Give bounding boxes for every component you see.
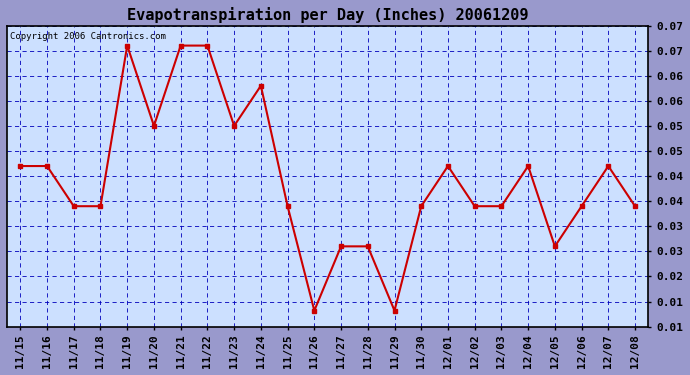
Text: Copyright 2006 Cantronics.com: Copyright 2006 Cantronics.com (10, 32, 166, 40)
Title: Evapotranspiration per Day (Inches) 20061209: Evapotranspiration per Day (Inches) 2006… (127, 7, 529, 23)
